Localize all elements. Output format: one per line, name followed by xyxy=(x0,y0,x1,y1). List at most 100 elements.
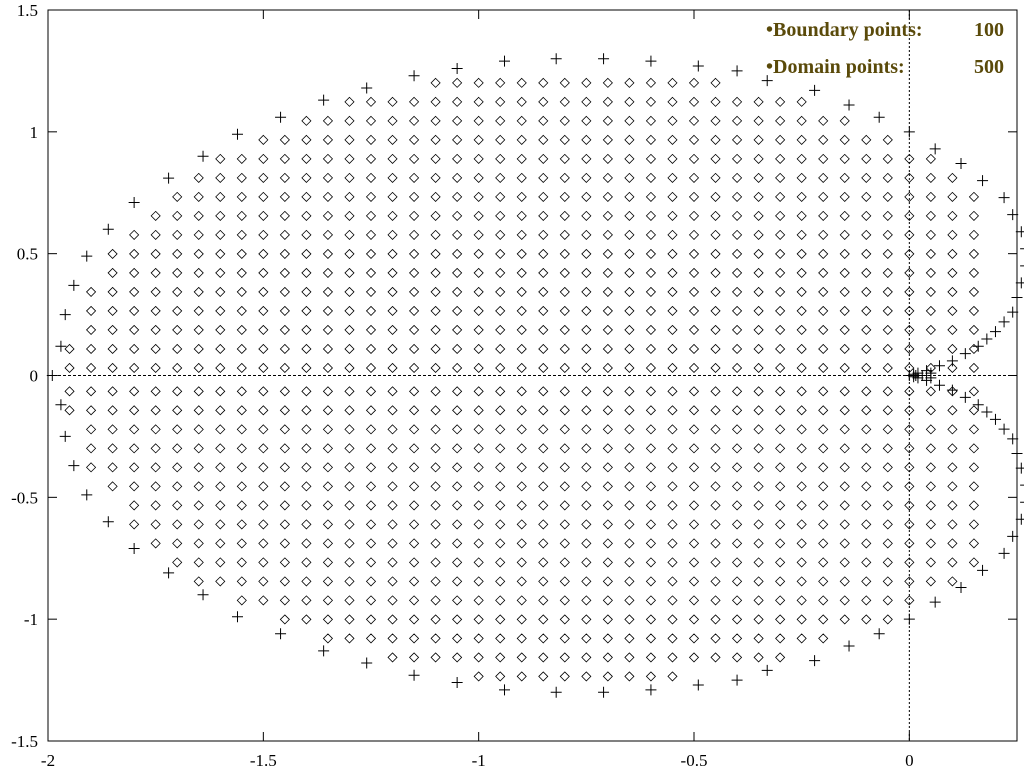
domain-point xyxy=(322,443,333,454)
domain-point xyxy=(516,324,527,335)
domain-point xyxy=(495,153,506,164)
boundary-point xyxy=(499,55,511,67)
domain-point xyxy=(753,386,764,397)
domain-point xyxy=(559,115,570,126)
domain-point xyxy=(258,134,269,145)
domain-point xyxy=(215,343,226,355)
domain-point xyxy=(193,500,204,511)
domain-point xyxy=(710,286,721,297)
domain-point xyxy=(430,305,441,316)
domain-point xyxy=(796,557,807,568)
domain-point xyxy=(710,362,721,374)
domain-point xyxy=(839,405,850,416)
domain-point xyxy=(279,481,290,492)
domain-point xyxy=(495,557,506,568)
boundary-point xyxy=(998,316,1010,328)
domain-point xyxy=(645,305,656,316)
domain-point xyxy=(236,172,247,183)
boundary-point xyxy=(550,686,562,698)
domain-point xyxy=(107,386,118,397)
domain-point xyxy=(86,405,97,416)
domain-point xyxy=(86,462,97,473)
domain-point xyxy=(538,671,549,682)
domain-point xyxy=(193,538,204,549)
domain-point xyxy=(645,248,656,259)
domain-point xyxy=(581,519,592,530)
domain-point xyxy=(602,305,613,316)
domain-point xyxy=(904,595,915,606)
domain-point xyxy=(818,405,829,416)
domain-point xyxy=(473,210,484,221)
domain-point xyxy=(516,538,527,549)
domain-point xyxy=(301,362,312,374)
domain-point xyxy=(452,576,463,587)
domain-point xyxy=(258,386,269,397)
domain-point xyxy=(495,671,506,682)
domain-point xyxy=(172,286,183,297)
domain-point xyxy=(150,343,161,355)
domain-point xyxy=(624,443,635,454)
domain-point xyxy=(624,405,635,416)
domain-point xyxy=(667,519,678,530)
domain-point xyxy=(581,405,592,416)
domain-point xyxy=(473,576,484,587)
domain-point xyxy=(818,538,829,549)
domain-point xyxy=(839,443,850,454)
domain-point xyxy=(732,405,743,416)
domain-point xyxy=(409,633,420,644)
domain-point xyxy=(473,405,484,416)
domain-point xyxy=(344,191,355,202)
domain-point xyxy=(710,462,721,473)
domain-point xyxy=(624,96,635,107)
domain-point xyxy=(602,248,613,259)
domain-point xyxy=(904,229,915,240)
boundary-point xyxy=(1007,306,1019,318)
domain-point xyxy=(861,172,872,183)
domain-point xyxy=(645,324,656,335)
boundary-point xyxy=(81,489,93,501)
domain-point xyxy=(430,153,441,164)
domain-point xyxy=(904,386,915,397)
domain-point xyxy=(688,248,700,259)
boundary-point xyxy=(972,399,984,411)
y-tick-label: 1 xyxy=(30,123,39,142)
domain-point xyxy=(452,557,463,568)
domain-point xyxy=(732,633,743,644)
domain-point xyxy=(215,248,226,259)
domain-point xyxy=(516,134,527,145)
domain-point xyxy=(279,305,290,316)
domain-point xyxy=(645,405,656,416)
domain-point xyxy=(64,343,75,355)
domain-point xyxy=(581,481,592,492)
domain-point xyxy=(236,386,247,397)
domain-point xyxy=(796,248,807,259)
domain-point xyxy=(753,134,764,145)
boundary-point xyxy=(128,196,140,208)
domain-point xyxy=(667,443,678,454)
domain-point xyxy=(452,267,463,278)
domain-point xyxy=(387,210,398,221)
domain-point xyxy=(667,671,678,682)
domain-point xyxy=(861,248,872,259)
boundary-point xyxy=(128,543,140,555)
domain-point xyxy=(839,248,850,259)
domain-point xyxy=(409,172,420,183)
domain-point xyxy=(473,538,484,549)
domain-point xyxy=(624,248,635,259)
domain-point xyxy=(904,305,915,316)
domain-point xyxy=(624,462,635,473)
domain-point xyxy=(602,424,613,435)
domain-point xyxy=(645,595,656,606)
domain-point xyxy=(495,267,506,278)
domain-point xyxy=(882,172,893,183)
domain-point xyxy=(925,267,936,278)
domain-point xyxy=(947,362,958,374)
domain-point xyxy=(344,424,355,435)
domain-point xyxy=(538,267,549,278)
domain-point xyxy=(538,424,549,435)
domain-point xyxy=(861,191,872,202)
domain-point xyxy=(882,500,893,511)
domain-point xyxy=(882,519,893,530)
domain-point xyxy=(452,229,463,240)
domain-point xyxy=(968,286,979,297)
